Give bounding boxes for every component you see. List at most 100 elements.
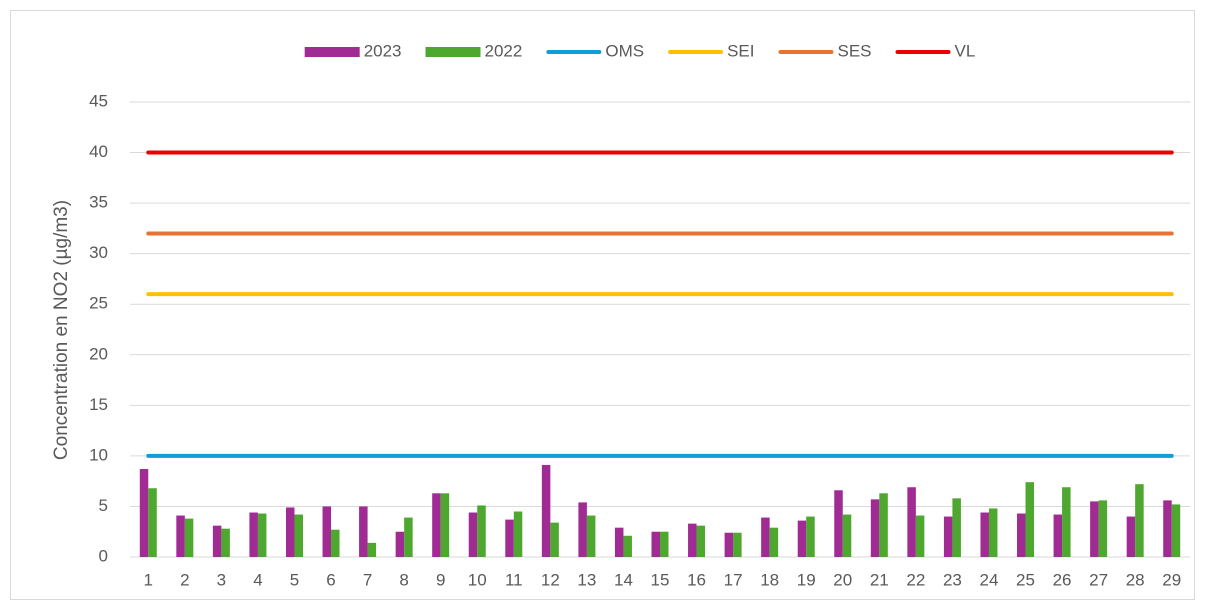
bar (1098, 500, 1108, 557)
bar (1062, 487, 1071, 557)
y-tick-label: 0 (99, 546, 108, 565)
y-tick-label: 10 (89, 445, 108, 464)
bar (870, 499, 880, 557)
bar (148, 488, 157, 557)
x-tick-label: 20 (833, 570, 852, 589)
bar (432, 493, 441, 557)
bar (578, 502, 587, 557)
bar (769, 527, 779, 557)
legend-label: 2022 (485, 41, 523, 60)
x-tick-label: 21 (870, 570, 889, 589)
bar (139, 469, 149, 557)
bar (221, 528, 230, 557)
bar (834, 490, 843, 557)
legend-label: 2023 (364, 41, 402, 60)
y-tick-label: 25 (89, 294, 108, 313)
x-tick-label: 15 (651, 570, 670, 589)
bar (1053, 514, 1063, 557)
legend-label: SES (837, 41, 871, 60)
legend-label: SEI (727, 41, 754, 60)
bar (359, 506, 368, 557)
bar (879, 493, 888, 557)
bar (614, 527, 624, 557)
y-tick-label: 30 (89, 243, 108, 262)
bar (257, 513, 267, 557)
x-tick-label: 22 (906, 570, 925, 589)
x-tick-label: 16 (687, 570, 706, 589)
x-tick-label: 10 (468, 570, 487, 589)
bar (724, 532, 734, 557)
bar (1171, 504, 1181, 557)
x-tick-label: 11 (505, 570, 523, 589)
x-tick-label: 26 (1053, 570, 1072, 589)
legend-item: 2022 (425, 41, 523, 60)
bar (1163, 500, 1172, 557)
bar (660, 531, 669, 557)
bar (988, 508, 998, 557)
y-tick-label: 35 (89, 193, 108, 212)
legend-swatch (304, 47, 360, 57)
bar (1126, 516, 1136, 557)
x-tick-label: 6 (326, 570, 335, 589)
x-tick-label: 12 (541, 570, 560, 589)
x-tick-label: 8 (399, 570, 408, 589)
bar (294, 514, 303, 557)
legend-label: OMS (605, 41, 644, 60)
x-tick-label: 9 (436, 570, 445, 589)
bar (696, 525, 706, 557)
x-tick-label: 3 (217, 570, 226, 589)
bar (915, 515, 925, 557)
y-tick-label: 15 (89, 395, 108, 414)
x-tick-label: 7 (363, 570, 372, 589)
x-tick-label: 18 (760, 570, 779, 589)
bar (184, 518, 194, 557)
bar (688, 523, 697, 557)
legend-label: VL (955, 41, 976, 60)
bar (404, 517, 413, 557)
y-tick-label: 5 (99, 496, 108, 515)
x-tick-label: 28 (1126, 570, 1145, 589)
bar (907, 487, 916, 557)
x-tick-label: 4 (253, 570, 262, 589)
x-tick-label: 25 (1016, 570, 1035, 589)
legend-item: 2023 (304, 41, 402, 60)
bar (1135, 484, 1144, 557)
x-tick-label: 5 (290, 570, 299, 589)
legend-item: SEI (668, 41, 754, 60)
legend-swatch (425, 47, 481, 57)
legend-item: OMS (546, 41, 644, 60)
bar (212, 525, 222, 557)
bar (249, 512, 258, 557)
legend-item: SES (778, 41, 872, 60)
bar (952, 498, 961, 557)
bar (477, 505, 486, 557)
bar (623, 535, 632, 557)
x-tick-label: 27 (1089, 570, 1108, 589)
y-tick-label: 20 (89, 344, 108, 363)
bar (761, 517, 770, 557)
legend-item: VL (895, 41, 976, 60)
x-tick-label: 17 (724, 570, 743, 589)
x-tick-label: 29 (1162, 570, 1181, 589)
y-tick-label: 45 (89, 91, 108, 110)
bar (285, 507, 295, 557)
bar (322, 506, 332, 557)
bar (1025, 482, 1035, 557)
bar (550, 522, 559, 557)
x-tick-label: 19 (797, 570, 816, 589)
x-tick-label: 24 (980, 570, 999, 589)
bar (331, 529, 340, 557)
bar (367, 542, 377, 557)
bar (541, 464, 551, 557)
bar (586, 515, 596, 557)
bar (468, 512, 478, 557)
x-tick-label: 14 (614, 570, 633, 589)
x-tick-label: 2 (180, 570, 189, 589)
bar (806, 516, 815, 557)
x-tick-label: 13 (577, 570, 596, 589)
x-tick-label: 1 (144, 570, 153, 589)
bar (797, 520, 807, 557)
bar (980, 512, 989, 557)
x-tick-label: 23 (943, 570, 962, 589)
